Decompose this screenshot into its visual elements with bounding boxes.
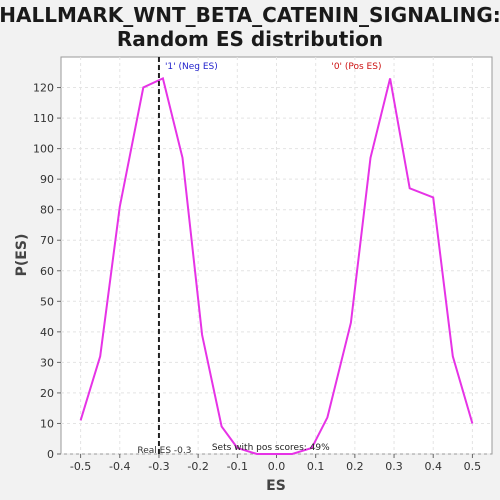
y-tick-label: 10 [40, 417, 54, 430]
pos-es-label: '0' (Pos ES) [331, 62, 381, 72]
x-tick-label: 0.4 [424, 460, 442, 473]
y-tick-label: 90 [40, 173, 54, 186]
y-tick-label: 100 [33, 143, 54, 156]
y-tick-label: 40 [40, 326, 54, 339]
x-tick-label: 0.2 [346, 460, 364, 473]
y-tick-label: 0 [47, 448, 54, 461]
grid-lines [61, 57, 492, 455]
x-tick-label: -0.5 [70, 460, 91, 473]
x-tick-label: 0.3 [385, 460, 403, 473]
y-axis-ticks: 0 10 20 30 40 50 60 70 80 90 100 110 120 [33, 82, 61, 461]
x-tick-label: -0.2 [187, 460, 208, 473]
y-tick-label: 110 [33, 112, 54, 125]
x-tick-label: 0.1 [307, 460, 325, 473]
y-tick-label: 60 [40, 265, 54, 278]
x-tick-label: -0.3 [148, 460, 169, 473]
series-line [79, 76, 474, 455]
x-axis-ticks: -0.5 -0.4 -0.3 -0.2 -0.1 0.0 0.1 0.2 0.3 0.4 0.5 [70, 454, 481, 473]
x-tick-label: -0.1 [227, 460, 248, 473]
real-es-label: Real ES -0.3 [137, 446, 191, 456]
y-tick-label: 30 [40, 356, 54, 369]
chart-title-line2: Random ES distribution [117, 27, 383, 51]
y-tick-label: 120 [33, 82, 54, 95]
x-tick-label: 0.5 [464, 460, 482, 473]
x-tick-label: -0.4 [109, 460, 130, 473]
y-tick-label: 80 [40, 204, 54, 217]
neg-es-label: '1' (Neg ES) [165, 62, 218, 72]
x-axis-label: ES [266, 478, 286, 494]
x-tick-label: 0.0 [268, 460, 286, 473]
y-tick-label: 50 [40, 295, 54, 308]
pos-scores-label: Sets with pos scores: 49% [212, 443, 330, 453]
y-tick-label: 20 [40, 387, 54, 400]
y-axis-label: P(ES) [14, 234, 30, 277]
chart-title-line1: HALLMARK_WNT_BETA_CATENIN_SIGNALING: [0, 3, 500, 27]
y-tick-label: 70 [40, 234, 54, 247]
